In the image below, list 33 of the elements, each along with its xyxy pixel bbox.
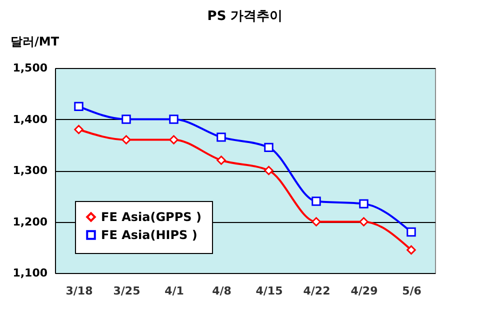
y-axis-title: 달러/MT <box>10 34 60 48</box>
y-tick-label: 1,100 <box>12 266 48 280</box>
point <box>312 196 321 206</box>
point <box>359 217 368 226</box>
point <box>74 124 84 134</box>
x-tick-label: 4/1 <box>164 284 184 298</box>
point <box>312 217 321 226</box>
y-tick-label: 1,500 <box>12 62 48 74</box>
point <box>74 102 84 112</box>
point <box>216 132 226 142</box>
y-tick-label: 1,200 <box>12 215 48 228</box>
point <box>216 156 226 165</box>
x-tick-label: 3/18 <box>66 284 93 298</box>
x-tick-label: 5/6 <box>402 284 422 298</box>
x-tick-label: 3/25 <box>113 284 140 298</box>
point <box>406 245 416 255</box>
point <box>169 135 178 144</box>
point <box>264 166 274 176</box>
x-tick-label: 4/22 <box>303 284 330 298</box>
point <box>406 227 416 237</box>
point <box>122 114 131 124</box>
chart-title: PS 가격추이 <box>207 9 283 24</box>
legend-label: FE Asia(GPPS ) <box>101 210 202 224</box>
y-tick-label: 1,400 <box>12 112 48 126</box>
point <box>169 114 178 124</box>
x-tick-label: 4/15 <box>256 284 283 298</box>
point <box>122 135 131 144</box>
x-tick-label: 4/29 <box>350 284 378 298</box>
x-tick-label: 4/8 <box>212 284 232 298</box>
point <box>264 142 274 152</box>
y-tick-label: 1,300 <box>12 164 48 177</box>
point <box>359 199 368 208</box>
legend-label: FE Asia(HIPS ) <box>101 228 198 242</box>
